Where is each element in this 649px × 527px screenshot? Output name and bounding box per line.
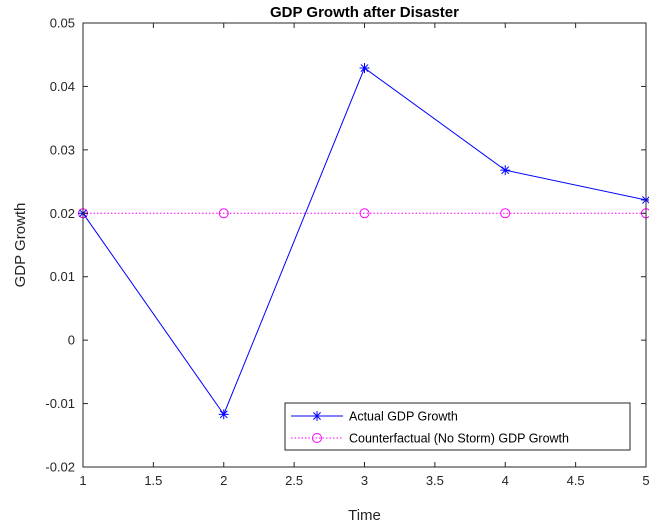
data-point-counterfactual [218, 208, 229, 219]
data-point-actual [500, 165, 511, 176]
x-tick-label: 2 [220, 473, 227, 488]
asterisk-stroke [313, 412, 321, 420]
legend-label: Actual GDP Growth [349, 410, 458, 424]
y-axis-label: GDP Growth [12, 203, 29, 288]
x-tick-label: 5 [642, 473, 649, 488]
plot-area [83, 23, 646, 467]
ticks-layer: 1 1.5 2 2.5 3 3.5 4 4.5 5 -0.02 -0.01 0 0.01 0.02 0.03… [45, 16, 649, 489]
y-tick-label: -0.02 [45, 460, 75, 475]
legend-marker [312, 411, 322, 421]
x-axis-label: Time [348, 507, 381, 524]
legend: Actual GDP Growth Counterfactual (No Stor… [284, 402, 631, 451]
y-tick-label: -0.01 [45, 396, 75, 411]
x-tick-label: 1.5 [144, 473, 162, 488]
x-tick-label: 2.5 [285, 473, 303, 488]
circle-marker-shape [500, 208, 511, 219]
asterisk-stroke [219, 410, 228, 419]
y-tick-label: 0 [68, 333, 75, 348]
chart-title: GDP Growth after Disaster [270, 4, 459, 21]
x-tick-label: 1 [79, 473, 86, 488]
circle-marker-shape [312, 433, 322, 443]
data-point-actual [359, 63, 370, 74]
legend-marker [312, 433, 322, 443]
x-tick-label: 3 [361, 473, 368, 488]
asterisk-stroke [360, 64, 369, 72]
y-tick-label: 0.01 [50, 269, 75, 284]
data-point-counterfactual [359, 208, 370, 219]
x-tick-label: 4 [502, 473, 509, 488]
y-tick-label: 0.02 [50, 206, 75, 221]
y-tick-label: 0.05 [50, 16, 75, 31]
asterisk-stroke [501, 166, 510, 175]
legend-label: Counterfactual (No Storm) GDP Growth [349, 432, 569, 446]
circle-marker-shape [218, 208, 229, 219]
data-point-counterfactual [500, 208, 511, 219]
data-point-actual [218, 409, 229, 420]
x-tick-label: 3.5 [426, 473, 444, 488]
x-tick-label: 4.5 [567, 473, 585, 488]
legend-box [284, 402, 631, 451]
y-tick-label: 0.03 [50, 142, 75, 157]
circle-marker-shape [359, 208, 370, 219]
y-tick-label: 0.04 [50, 79, 75, 94]
